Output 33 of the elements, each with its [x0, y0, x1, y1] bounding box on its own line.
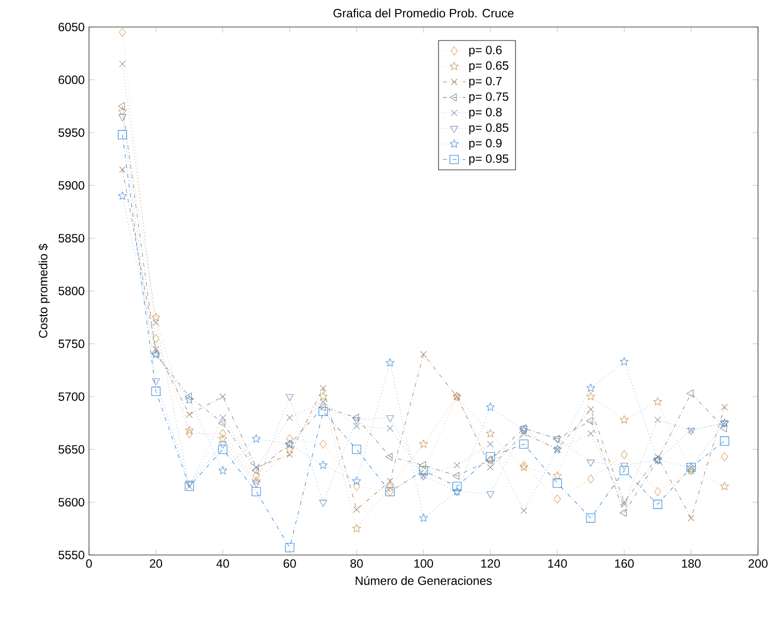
y-tick-label: 5800 — [58, 286, 84, 296]
x-axis-title: Número de Generaciones — [356, 576, 492, 585]
x-tick-label: 140 — [548, 559, 567, 568]
y-axis-title: Costo promedio $ — [38, 244, 50, 338]
y-tick-label: 5700 — [58, 392, 84, 401]
y-tick-label: 5900 — [58, 181, 84, 190]
y-tick-label: 5550 — [58, 550, 84, 560]
chart-title: Grafica del Promedio Prob. Cruce — [334, 8, 514, 18]
legend-label: p= 0.7 — [469, 76, 502, 88]
x-tick-label: 60 — [284, 559, 296, 568]
y-tick-label: 5950 — [58, 128, 84, 137]
x-tick-label: 160 — [615, 559, 634, 568]
y-tick-label: 5850 — [58, 234, 84, 242]
y-tick-label: 5750 — [58, 340, 84, 348]
legend-label: p= 0.8 — [469, 108, 502, 119]
x-tick-label: 0 — [86, 559, 92, 568]
x-tick-label: 100 — [414, 559, 434, 568]
y-tick-label: 5650 — [58, 445, 84, 454]
x-tick-label: 120 — [481, 559, 500, 568]
x-tick-label: 20 — [150, 559, 162, 568]
y-tick-label: 5600 — [58, 498, 84, 506]
legend-label: p= 0.75 — [469, 92, 508, 104]
x-tick-label: 40 — [216, 559, 230, 568]
legend-label: p= 0.9 — [469, 138, 502, 150]
x-tick-label: 80 — [350, 559, 363, 568]
x-tick-label: 200 — [748, 559, 768, 568]
legend-label: p= 0.6 — [469, 46, 502, 57]
x-tick-label: 180 — [682, 559, 701, 568]
y-tick-label: 6000 — [58, 76, 84, 84]
legend-label: p= 0.85 — [469, 123, 508, 134]
legend-label: p= 0.95 — [469, 154, 508, 166]
y-tick-label: 6050 — [58, 22, 84, 32]
legend-label: p= 0.65 — [469, 61, 508, 72]
